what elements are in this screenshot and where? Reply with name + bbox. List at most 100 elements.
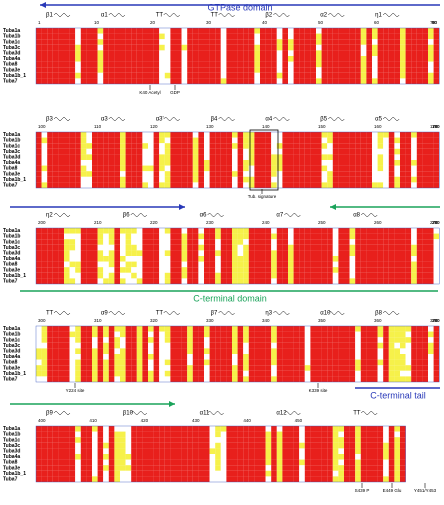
residue-cell [204,448,210,454]
residue-cell [69,154,76,160]
residue-cell [271,148,277,155]
residue-cell [80,337,87,343]
residue-cell [142,137,148,144]
residue-cell [131,44,137,51]
residue-cell [215,376,221,382]
residue-cell [80,72,87,79]
residue-cell [405,137,412,144]
residue-cell [69,448,76,454]
residue-cell [187,365,193,371]
residue-cell [86,431,92,438]
residue-cell [86,476,92,482]
residue-cell [198,176,204,183]
residue-cell [372,261,378,268]
residue-cell [159,67,165,73]
residue-cell [215,337,221,343]
residue-cell [265,459,272,466]
residue-cell [338,459,344,466]
residue-cell [120,233,126,240]
residue-cell [394,165,400,172]
residue-cell [433,354,440,360]
residue-cell [327,44,333,51]
residue-cell [86,239,92,245]
residue-cell [170,165,176,172]
residue-cell [198,143,204,149]
residue-cell [215,78,221,84]
residue-cell [344,182,350,188]
residue-cell [316,78,322,84]
residue-cell [316,256,322,262]
residue-cell [125,250,132,256]
residue-cell [327,442,333,449]
residue-cell [360,72,367,79]
residue-cell [92,233,98,240]
residue-cell [265,148,272,155]
residue-cell [164,228,171,234]
residue-cell [226,365,232,371]
residue-cell [153,233,160,240]
residue-cell [332,331,339,338]
residue-cell [97,267,104,273]
residue-cell [310,228,316,234]
residue-cell [103,244,109,251]
residue-cell [355,250,361,256]
residue-cell [321,143,328,149]
residue-cell [148,448,154,454]
residue-cell [187,44,193,51]
residue-cell [349,448,356,454]
residue-cell [120,143,126,149]
residue-cell [422,331,428,338]
residue-cell [265,348,272,354]
residue-cell [120,465,126,471]
residue-cell [254,239,260,245]
residue-cell [153,171,160,177]
residue-cell [47,431,53,438]
residue-cell [299,476,305,482]
residue-cell [198,78,204,84]
residue-cell [204,470,210,477]
residue-cell [58,171,64,177]
residue-cell [260,376,266,382]
residue-cell [80,431,87,438]
residue-cell [299,448,305,454]
residue-cell [416,370,423,377]
residue-cell [433,28,440,34]
residue-cell [416,261,423,268]
residue-cell [159,272,165,279]
residue-cell [243,476,249,482]
residue-cell [220,354,227,360]
residue-cell [153,437,160,443]
residue-cell [136,465,143,471]
residue-cell [394,431,400,438]
residue-cell [321,56,328,62]
residue-cell [332,454,339,460]
residue-cell [316,337,322,343]
residue-cell [405,61,412,68]
residue-cell [136,182,143,188]
residue-cell [260,165,266,172]
residue-cell [103,171,109,177]
residue-cell [254,442,260,449]
residue-cell [215,348,221,354]
residue-cell [321,72,328,79]
residue-cell [276,342,283,349]
residue-cell [377,148,384,155]
residue-cell [159,354,165,360]
residue-cell [360,359,367,366]
residue-cell [327,239,333,245]
residue-cell [349,39,356,45]
residue-cell [192,182,199,188]
residue-cell [125,256,132,262]
residue-cell [86,56,92,62]
residue-cell [310,426,316,432]
residue-cell [428,67,434,73]
residue-cell [271,465,277,471]
residue-cell [41,448,48,454]
residue-cell [332,28,339,34]
residue-cell [271,326,277,332]
residue-cell [220,250,227,256]
residue-cell [176,244,182,251]
residue-cell [131,182,137,188]
residue-cell [422,354,428,360]
